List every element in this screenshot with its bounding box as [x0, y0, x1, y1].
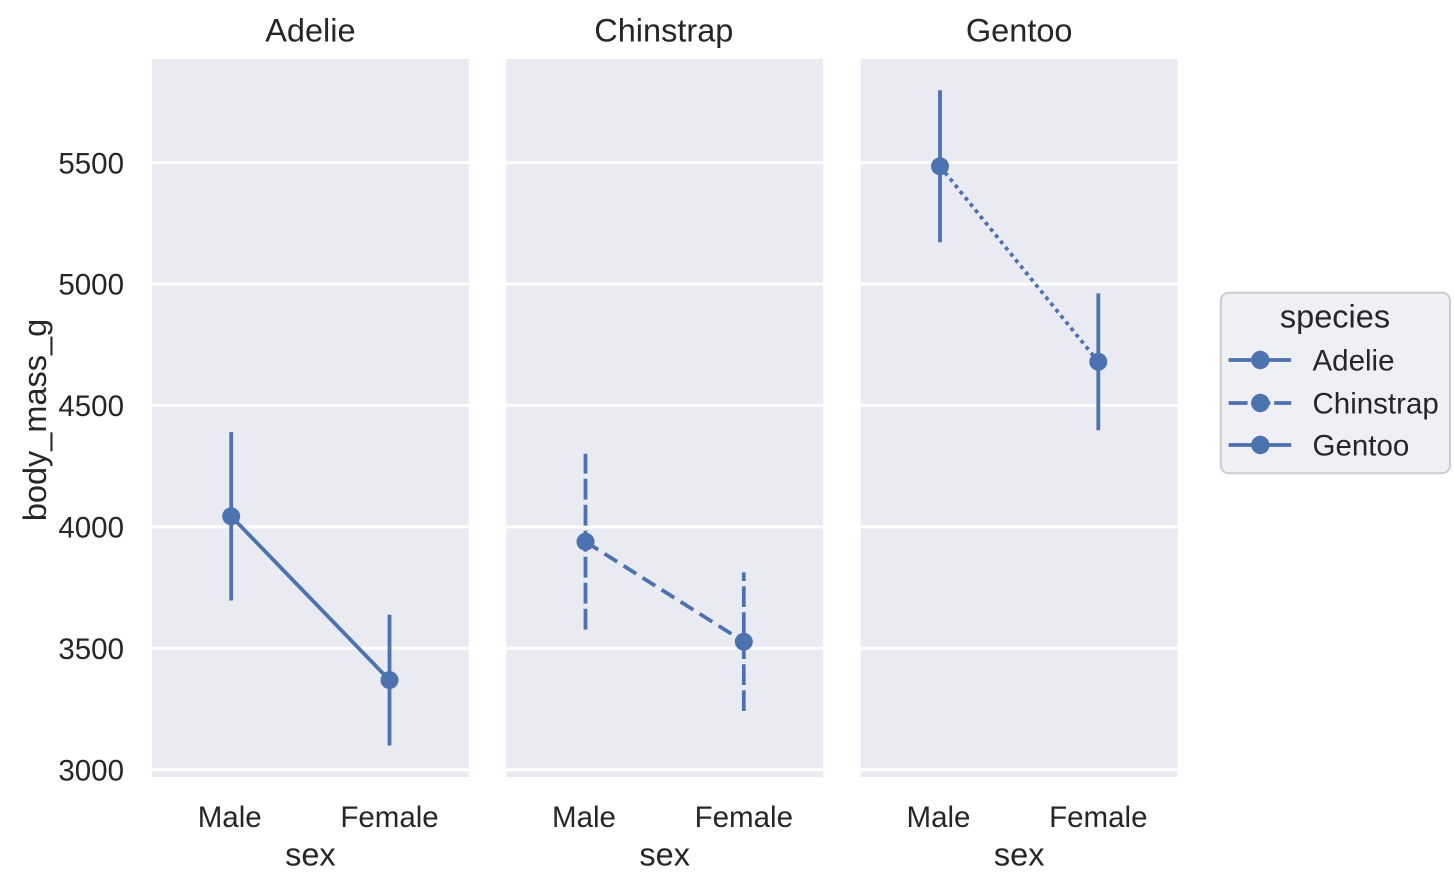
- svg-text:body_mass_g: body_mass_g: [17, 319, 53, 521]
- svg-text:sex: sex: [994, 837, 1045, 873]
- svg-text:Female: Female: [695, 801, 793, 834]
- svg-text:4500: 4500: [58, 390, 124, 423]
- svg-text:Adelie: Adelie: [265, 13, 355, 49]
- svg-text:sex: sex: [639, 837, 690, 873]
- svg-text:Male: Male: [907, 801, 971, 834]
- svg-text:Chinstrap: Chinstrap: [1313, 387, 1439, 420]
- svg-text:3000: 3000: [58, 754, 124, 787]
- svg-text:4000: 4000: [58, 512, 124, 545]
- svg-text:Female: Female: [1049, 801, 1147, 834]
- svg-text:5500: 5500: [58, 147, 124, 180]
- svg-text:sex: sex: [285, 837, 336, 873]
- svg-text:5000: 5000: [58, 269, 124, 302]
- svg-text:Male: Male: [198, 801, 262, 834]
- svg-text:Chinstrap: Chinstrap: [594, 13, 733, 49]
- svg-text:species: species: [1280, 299, 1390, 335]
- svg-text:Gentoo: Gentoo: [1313, 430, 1410, 463]
- svg-text:Male: Male: [552, 801, 616, 834]
- svg-text:Adelie: Adelie: [1313, 344, 1395, 377]
- svg-text:Female: Female: [340, 801, 438, 834]
- svg-text:Gentoo: Gentoo: [966, 13, 1073, 49]
- svg-text:3500: 3500: [58, 633, 124, 666]
